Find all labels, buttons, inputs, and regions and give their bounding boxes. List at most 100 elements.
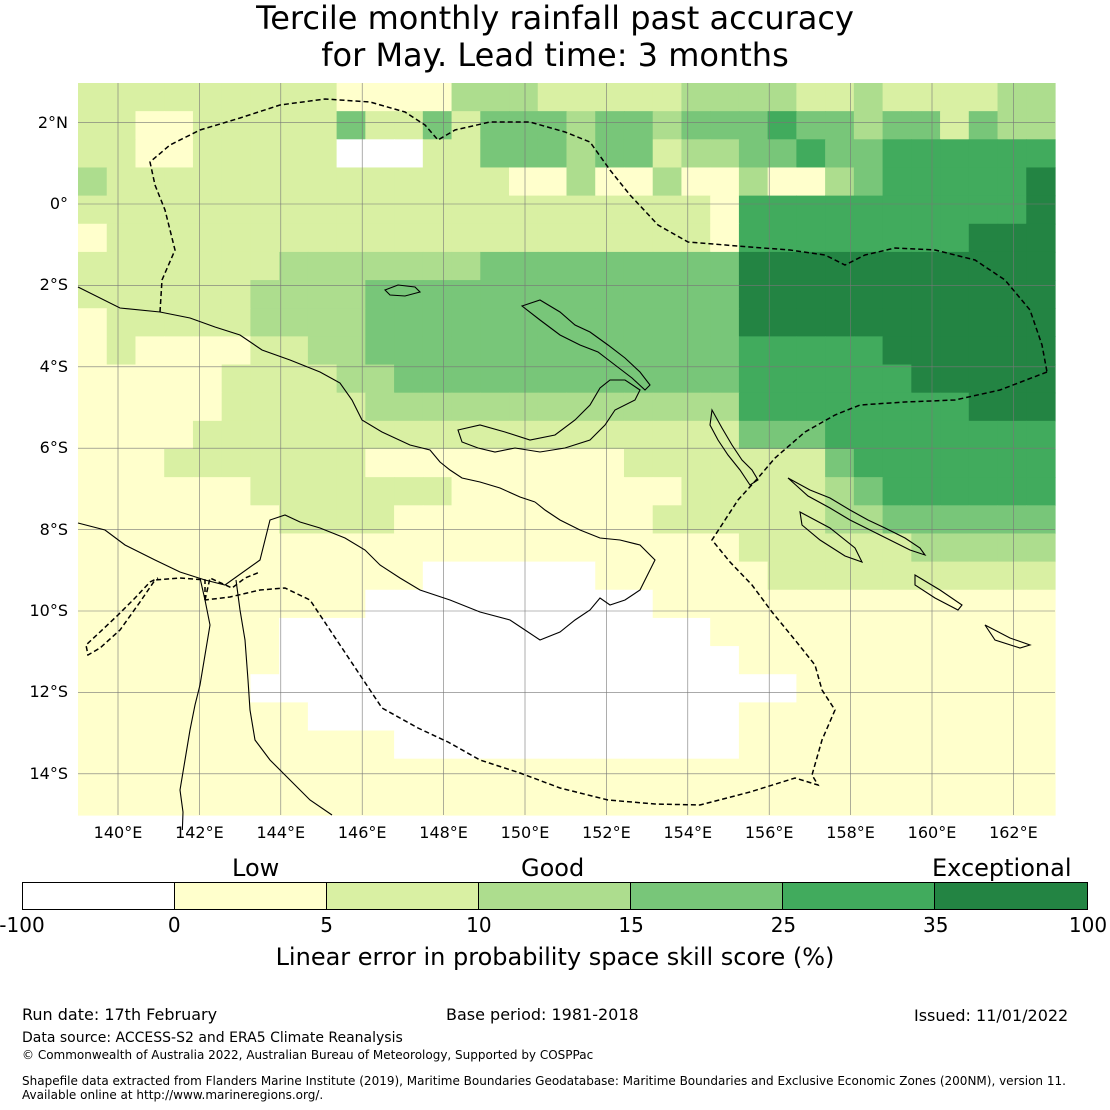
skill-cell [250,589,280,619]
skill-cell [767,674,797,703]
skill-cell [882,646,912,675]
skill-cell [537,280,568,309]
skill-cell [710,195,740,225]
skill-cell [595,758,625,788]
skill-cell [78,195,108,225]
skill-cell [882,674,912,703]
skill-cell [738,758,769,788]
skill-cell [451,308,481,337]
skill-cell [250,617,280,647]
skill-cell [394,674,424,703]
skill-cell [394,251,424,281]
skill-cell [796,589,826,619]
run-date: Run date: 17th February [22,1005,218,1024]
copyright: © Commonwealth of Australia 2022, Austra… [22,1048,594,1062]
skill-cell [796,83,826,112]
skill-cell [279,364,309,394]
colorbar-tick-label: 10 [466,913,492,937]
skill-cell [451,336,481,366]
skill-cell [940,646,970,675]
skill-cell [595,111,625,140]
skill-cell [825,195,855,225]
skill-cell [307,449,338,478]
skill-cell [480,505,510,535]
skill-cell [78,589,108,619]
admiralty-coast [384,284,422,297]
skill-cell [968,83,999,112]
skill-cell [652,111,683,140]
skill-cell [595,674,625,703]
skill-cell [595,223,625,253]
skill-cell [738,364,769,394]
skill-cell [394,589,424,619]
skill-cell [882,251,912,281]
skill-cell [796,336,826,366]
skill-cell [480,730,510,760]
skill-cell [164,308,194,337]
skill-cell [1026,505,1056,535]
skill-cell [365,561,395,591]
skill-cell [710,477,740,506]
skill-cell [1026,83,1056,112]
skill-cell [537,308,568,337]
skill-cell [825,702,855,732]
skill-cell [192,111,223,140]
skill-cell [652,561,683,591]
skill-cell [853,589,884,619]
skill-cell [853,83,884,112]
map-title-line-1: Tercile monthly rainfall past accuracy [256,0,854,37]
skill-cell [652,505,683,535]
skill-cell [595,730,625,760]
skill-cell [307,758,338,788]
skill-cell [422,111,453,140]
skill-cell [882,83,912,112]
skill-cell [135,167,165,197]
skill-cell [221,251,252,281]
skill-cell [796,392,826,422]
skill-cell [1026,336,1056,366]
skill-cell [623,336,654,366]
skill-cell [192,223,223,253]
skill-cell [279,420,309,450]
skill-cell [537,449,568,478]
skill-cell [681,674,711,703]
skill-cell [681,758,711,788]
data-source: Data source: ACCESS-S2 and ERA5 Climate … [22,1030,403,1046]
skill-cell [652,195,683,225]
skill-cell [135,702,165,732]
skill-cell [537,251,568,281]
skill-cell [106,223,137,253]
skill-cell [221,392,252,422]
skill-cell [1026,449,1056,478]
skill-cell [106,139,137,169]
skill-cell [882,420,912,450]
skill-cell [1026,617,1056,647]
skill-cell [566,561,596,591]
skill-cell [882,167,912,197]
skill-cell [853,449,884,478]
skill-cell [997,223,1027,253]
skill-cell [537,139,568,169]
skill-cell [767,589,797,619]
skill-cell [78,392,108,422]
skill-cell [997,449,1027,478]
skill-cell [911,702,941,732]
skill-cell [537,223,568,253]
skill-cell [1026,223,1056,253]
skill-cell [595,561,625,591]
skill-cell [509,589,539,619]
skill-cell [394,561,424,591]
skill-cell [911,674,941,703]
skill-cell [307,477,338,506]
skill-cell [336,223,366,253]
skill-cell [623,730,654,760]
skill-cell [853,477,884,506]
skill-cell [940,111,970,140]
skill-cell [509,111,539,140]
skill-cell [192,280,223,309]
skill-cell [796,195,826,225]
skill-cell [566,505,596,535]
skill-cell [307,111,338,140]
skill-cell [365,730,395,760]
skill-cell [250,139,280,169]
